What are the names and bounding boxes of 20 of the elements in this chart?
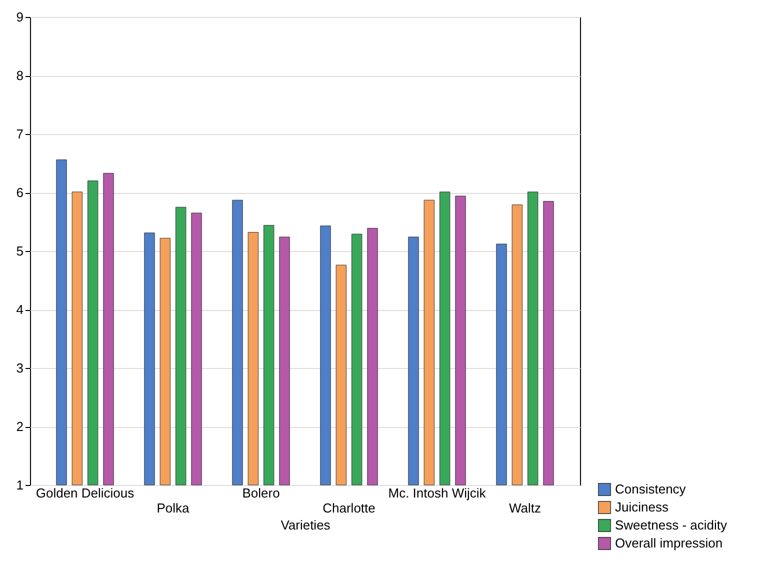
y-tick-label: 9 [16,10,24,24]
y-tick-label: 5 [16,244,24,258]
x-tick-label: Mc. Intosh Wijcik [388,486,486,500]
y-tick-label: 3 [16,360,24,376]
y-tick-label: 2 [16,419,24,434]
x-axis-title: Varieties [280,518,331,532]
y-tick-label: 6 [16,185,24,200]
y-tick-label: 8 [16,68,24,83]
y-tick-label: 1 [16,478,24,492]
legend-label: Overall impression [615,536,723,550]
x-tick-label: Polka [156,500,190,516]
legend-label: Consistency [615,482,686,496]
legend-label: Juiciness [615,500,669,514]
x-tick-label: Golden Delicious [36,486,135,500]
x-tick-label: Charlotte [322,500,376,516]
y-tick-label: 7 [16,126,24,142]
x-tick-label: Bolero [242,486,280,500]
y-tick-label: 4 [16,302,24,317]
x-tick-label: Waltz [508,500,542,516]
legend-label: Sweetness - acidity [615,518,728,532]
